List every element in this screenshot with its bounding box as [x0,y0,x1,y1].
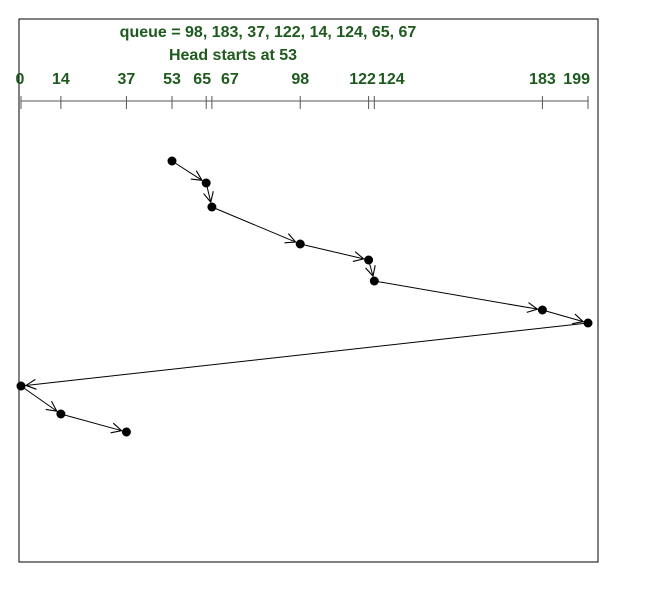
tick-label: 124 [378,71,405,88]
queue-title: queue = 98, 183, 37, 122, 14, 124, 65, 6… [120,24,417,41]
head-start-title: Head starts at 53 [169,47,297,64]
seek-segment [171,160,202,180]
seek-segment [300,243,364,259]
request-point [207,202,217,212]
seek-segment [20,385,57,411]
seek-segment [211,206,296,242]
seek-segment [374,280,537,309]
request-point [583,318,593,328]
seek-segment [26,322,589,385]
seek-segment [542,309,583,322]
tick-label: 65 [193,71,211,88]
request-point [167,156,177,166]
tick-label: 0 [16,71,25,88]
tick-label: 199 [563,71,590,88]
diagram-frame [18,18,599,563]
request-point [201,178,211,188]
request-point [121,427,131,437]
seek-segment [60,413,122,431]
request-point [16,381,26,391]
tick-label: 98 [291,71,309,88]
request-point [537,305,547,315]
tick-label: 53 [163,71,181,88]
tick-label: 37 [118,71,136,88]
tick-label: 183 [529,71,556,88]
request-point [295,239,305,249]
axis-ticks: 0 14 37 53 65 67 98 122 124 183 199 [16,71,590,109]
tick-label: 122 [349,71,376,88]
request-point [56,409,66,419]
request-point [364,255,374,265]
tick-label: 67 [221,71,239,88]
request-point [369,276,379,286]
request-points [16,156,593,437]
tick-label: 14 [52,71,70,88]
